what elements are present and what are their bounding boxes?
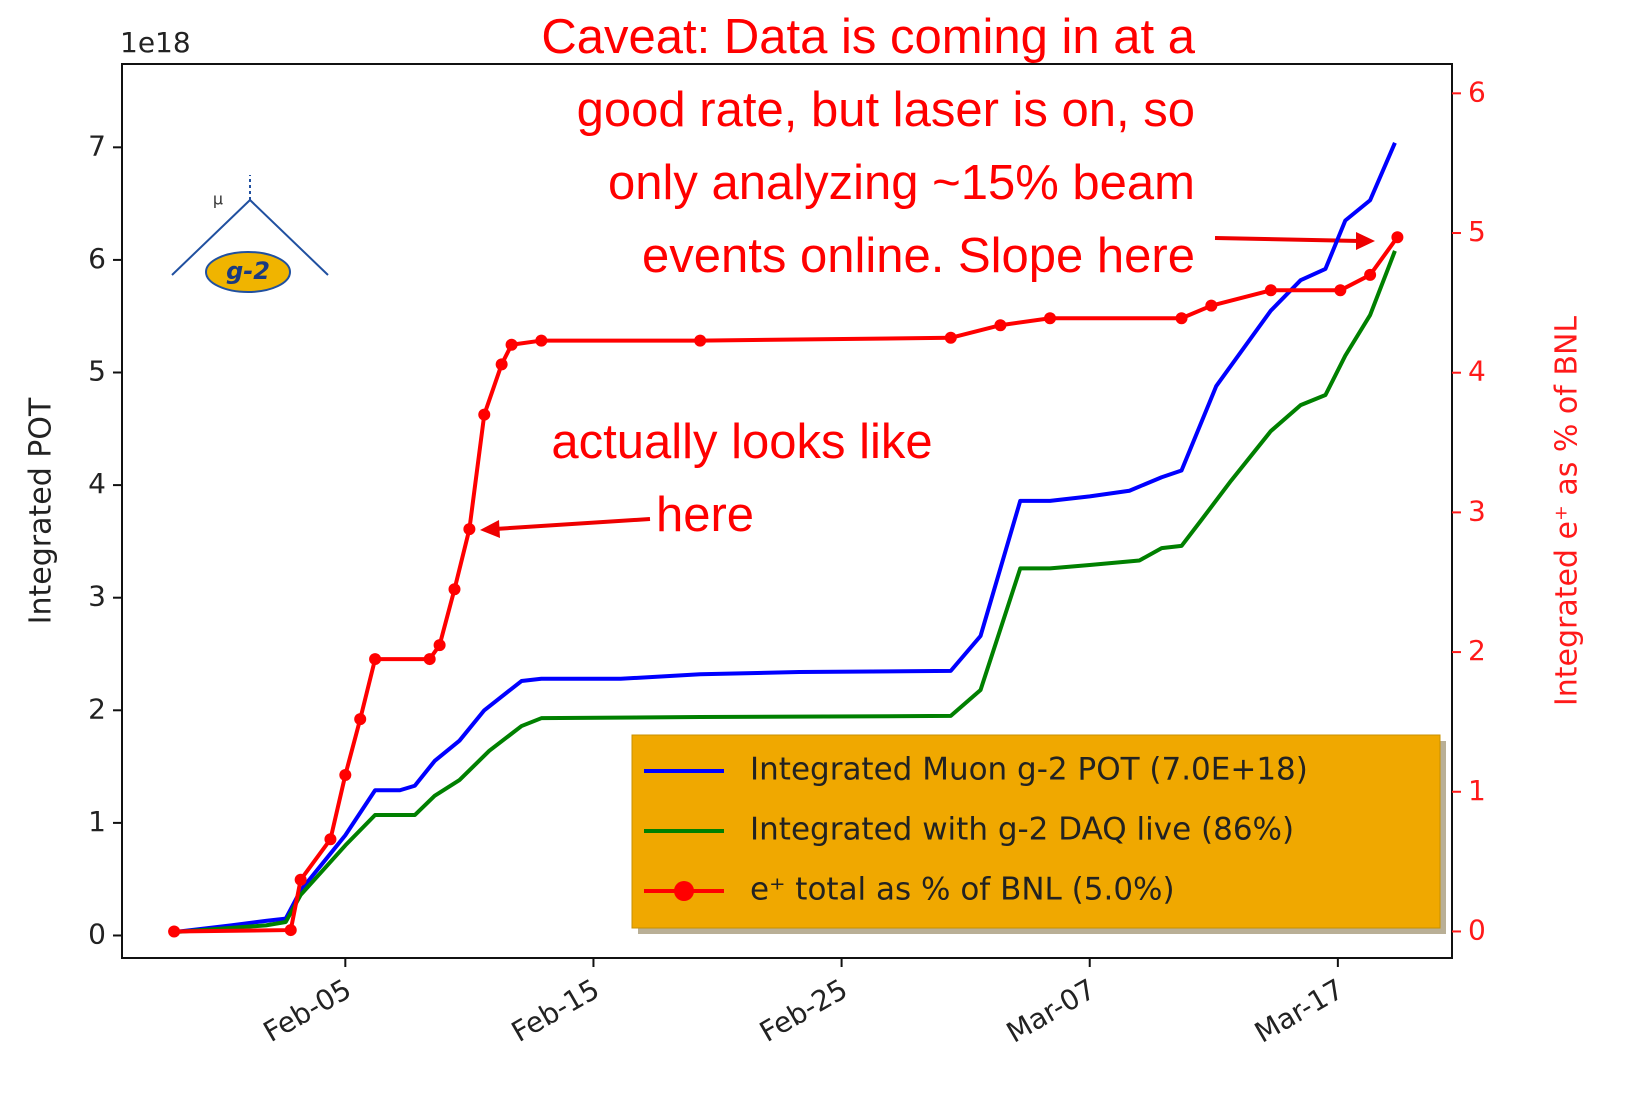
- series-marker: [1334, 284, 1347, 297]
- series-marker: [535, 334, 548, 347]
- series-marker: [369, 653, 382, 666]
- y2-tick-label: 3: [1468, 494, 1486, 527]
- legend-label: Integrated with g-2 DAQ live (86%): [750, 812, 1294, 848]
- x-tick-label: Feb-05: [258, 972, 357, 1048]
- y2-tick-label: 2: [1468, 634, 1486, 667]
- annotation: here: [656, 488, 754, 542]
- annotation: Caveat: Data is coming in at a: [541, 10, 1195, 64]
- y-tick-label: 4: [88, 467, 106, 500]
- x-tick-label: Feb-25: [754, 972, 853, 1048]
- x-tick-label: Mar-17: [1249, 972, 1349, 1049]
- y-tick-label: 7: [88, 129, 106, 162]
- series-line: [173, 142, 1397, 935]
- series-marker: [294, 873, 307, 886]
- series-marker: [1044, 312, 1057, 325]
- series-marker: [463, 523, 476, 536]
- legend: [631, 734, 1441, 929]
- y2-tick-label: 6: [1468, 75, 1486, 108]
- y2-tick-label: 0: [1468, 913, 1486, 946]
- y-tick-label: 6: [88, 242, 106, 275]
- series-marker: [1264, 284, 1277, 297]
- annotation: good rate, but laser is on, so: [577, 83, 1195, 137]
- series-marker: [284, 924, 297, 937]
- series-marker: [168, 925, 181, 938]
- x-tick-label: Mar-07: [1001, 972, 1101, 1049]
- legend-marker: [674, 881, 694, 901]
- series-marker: [1364, 268, 1377, 281]
- series-marker: [495, 358, 508, 371]
- logo: g-2 μ: [171, 175, 329, 293]
- series-marker: [1205, 299, 1218, 312]
- series-marker: [354, 713, 367, 726]
- series-marker: [505, 338, 518, 351]
- legend-label: Integrated Muon g-2 POT (7.0E+18): [750, 752, 1308, 788]
- series-line: [173, 250, 1397, 935]
- logo-symbol: μ: [213, 190, 223, 209]
- y2-tick-label: 1: [1468, 774, 1486, 807]
- y2-tick-label: 5: [1468, 215, 1486, 248]
- plot-frame: [121, 63, 1453, 959]
- series-marker: [1175, 312, 1188, 325]
- legend-label: e⁺ total as % of BNL (5.0%): [750, 872, 1175, 908]
- logo-text: g-2: [226, 257, 270, 285]
- series-marker: [423, 653, 436, 666]
- series-marker: [1391, 231, 1404, 244]
- annotation: events online. Slope here: [642, 229, 1195, 283]
- y-tick-label: 1: [88, 805, 106, 838]
- series-marker: [324, 833, 337, 846]
- y-tick-label: 0: [88, 917, 106, 950]
- series-marker: [694, 334, 707, 347]
- series-marker: [448, 583, 461, 596]
- y-tick-label: 5: [88, 355, 106, 388]
- y2-axis-label: Integrated e⁺ as % of BNL: [1550, 316, 1585, 707]
- series-marker: [944, 331, 957, 344]
- y2-tick-label: 4: [1468, 355, 1486, 388]
- series-marker: [339, 769, 352, 782]
- y-tick-label: 3: [88, 580, 106, 613]
- series-marker: [478, 408, 491, 421]
- annotation: actually looks like: [551, 415, 932, 469]
- series-marker: [433, 639, 446, 652]
- series-marker: [994, 319, 1007, 332]
- y-axis-label: Integrated POT: [24, 397, 59, 624]
- x-tick-label: Feb-15: [506, 972, 605, 1048]
- offset-label: 1e18: [120, 26, 191, 59]
- annotation: only analyzing ~15% beam: [608, 156, 1195, 210]
- y-tick-label: 2: [88, 692, 106, 725]
